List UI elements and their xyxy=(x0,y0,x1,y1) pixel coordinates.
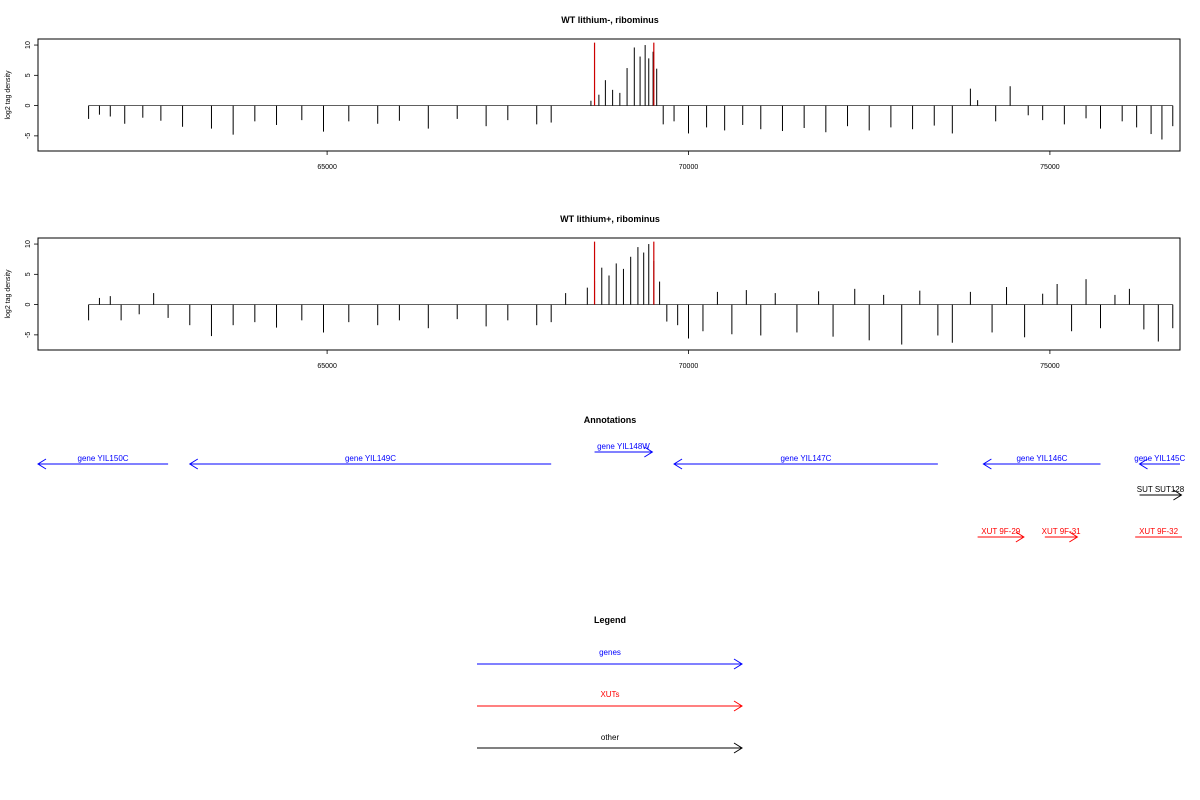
arrowhead-icon xyxy=(982,458,992,470)
legend-item-xuts: XUTs xyxy=(477,690,743,712)
x-tick-label: 70000 xyxy=(679,164,699,171)
arrowhead-icon xyxy=(733,658,743,670)
legend-label: genes xyxy=(599,648,621,657)
feature-label: SUT SUT128 xyxy=(1137,485,1185,494)
annotation-feature: XUT 9F-31 xyxy=(1042,527,1082,543)
annotation-feature: gene YIL149C xyxy=(188,454,552,470)
y-tick-label: 10 xyxy=(25,240,32,248)
legend-label: other xyxy=(601,733,620,742)
plot-frame xyxy=(37,237,1181,351)
annotation-feature: XUT 9F-29 xyxy=(977,527,1025,543)
y-axis-ticks: -5 0 5 10 xyxy=(25,240,38,338)
annotation-feature: gene YIL148W xyxy=(594,442,654,458)
feature-label: gene YIL146C xyxy=(1016,454,1067,463)
annotations-track: Annotations gene YIL150C gene YIL149Cgene… xyxy=(37,415,1185,543)
legend: Legend genes XUTs other xyxy=(477,615,743,754)
legend-item-other: other xyxy=(477,733,743,754)
annotation-feature: SUT SUT128 xyxy=(1137,485,1185,501)
panel-title: WT lithium-, ribominus xyxy=(561,15,659,25)
y-tick-label: 10 xyxy=(25,41,32,49)
arrowhead-icon xyxy=(188,458,199,470)
arrowhead-icon xyxy=(644,446,654,458)
plot-frame xyxy=(37,38,1181,152)
arrowhead-icon xyxy=(37,458,47,470)
bar-series xyxy=(88,45,1174,140)
annotation-features: gene YIL150C gene YIL149C gene YIL148W gene… xyxy=(37,442,1185,543)
x-axis-ticks: 65000 70000 75000 xyxy=(317,350,1060,370)
legend-item-genes: genes xyxy=(477,648,743,670)
track-panel-lithium-minus: WT lithium-, ribominus log2 tag density … xyxy=(5,15,1181,171)
annotations-title: Annotations xyxy=(584,415,637,425)
y-axis-label: log2 tag density xyxy=(5,70,12,120)
y-tick-label: -5 xyxy=(25,332,32,338)
arrowhead-icon xyxy=(673,458,683,470)
arrowhead-icon xyxy=(1015,531,1025,543)
annotation-feature: XUT 9F-32 xyxy=(1135,527,1182,538)
feature-label: gene YIL147C xyxy=(780,454,831,463)
feature-label: XUT 9F-31 xyxy=(1042,527,1082,536)
legend-title: Legend xyxy=(594,615,626,625)
legend-label: XUTs xyxy=(600,690,619,699)
y-axis-label: log2 tag density xyxy=(5,269,12,319)
bar-series xyxy=(88,244,1174,345)
x-axis-ticks: 65000 70000 75000 xyxy=(317,151,1060,171)
feature-label: gene YIL148W xyxy=(597,442,650,451)
y-axis-ticks: -5 0 5 10 xyxy=(25,41,38,139)
x-tick-label: 70000 xyxy=(679,363,699,370)
feature-label: gene YIL150C xyxy=(78,454,129,463)
y-tick-label: -5 xyxy=(25,133,32,139)
y-tick-label: 5 xyxy=(25,73,32,77)
arrowhead-icon xyxy=(1069,531,1079,543)
annotation-feature: gene YIL150C xyxy=(37,454,169,470)
x-tick-label: 65000 xyxy=(317,363,337,370)
y-tick-label: 0 xyxy=(25,104,32,108)
annotation-feature: gene YIL145C xyxy=(1134,454,1185,470)
track-panel-lithium-plus: WT lithium+, ribominus log2 tag density … xyxy=(5,214,1181,370)
annotation-feature: gene YIL147C xyxy=(673,454,938,470)
y-tick-label: 5 xyxy=(25,272,32,276)
y-tick-label: 0 xyxy=(25,303,32,307)
arrowhead-icon xyxy=(733,742,743,754)
feature-label: XUT 9F-29 xyxy=(981,527,1021,536)
feature-label: gene YIL145C xyxy=(1134,454,1185,463)
x-tick-label: 75000 xyxy=(1040,363,1060,370)
x-tick-label: 75000 xyxy=(1040,164,1060,171)
x-tick-label: 65000 xyxy=(317,164,337,171)
annotation-feature: gene YIL146C xyxy=(982,454,1101,470)
feature-markers xyxy=(593,42,655,106)
arrowhead-icon xyxy=(1138,458,1148,470)
feature-label: gene YIL149C xyxy=(345,454,396,463)
feature-markers xyxy=(593,241,655,305)
arrowhead-icon xyxy=(1173,489,1183,501)
panel-title: WT lithium+, ribominus xyxy=(560,214,660,224)
arrowhead-icon xyxy=(733,700,743,712)
feature-label: XUT 9F-32 xyxy=(1139,527,1179,536)
